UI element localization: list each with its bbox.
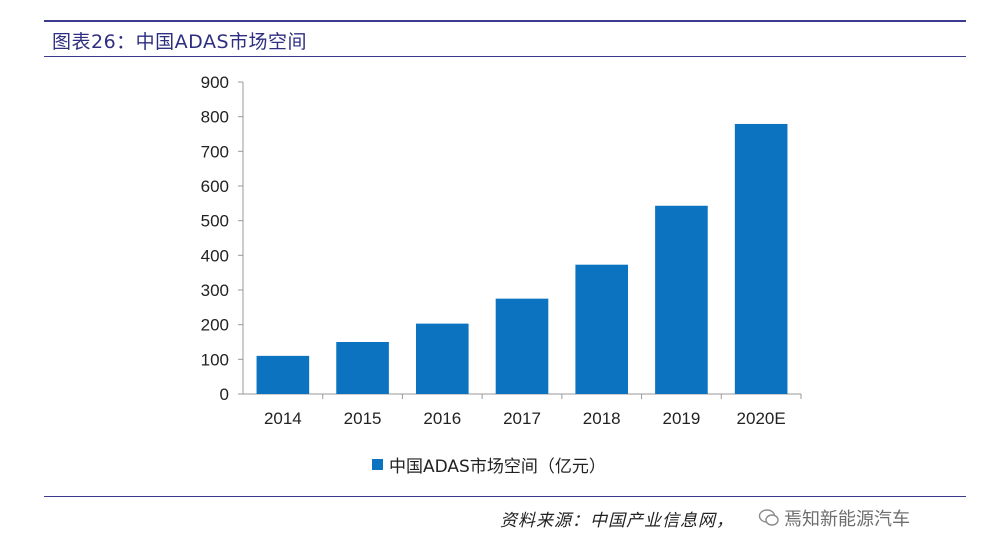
bar-chart: 0 100 200 300 400 500 600 700 800 900 2014 2015 2016… bbox=[201, 73, 802, 428]
legend-label: 中国ADAS市场空间（亿元） bbox=[389, 457, 606, 477]
title-rule bbox=[44, 56, 966, 57]
bar bbox=[415, 323, 469, 394]
bar bbox=[734, 123, 788, 395]
x-tick-label: 2019 bbox=[663, 409, 701, 428]
watermark-text: 焉知新能源汽车 bbox=[784, 509, 910, 530]
y-tick-label: 500 bbox=[201, 212, 229, 231]
x-tick-label: 2020E bbox=[737, 409, 786, 428]
bar bbox=[655, 205, 708, 394]
y-tick-label: 700 bbox=[201, 142, 229, 161]
wechat-icon bbox=[758, 509, 779, 526]
y-tick-label: 200 bbox=[201, 316, 229, 335]
legend-swatch bbox=[372, 459, 383, 470]
y-tick-label: 0 bbox=[220, 385, 229, 404]
bar bbox=[495, 298, 549, 394]
x-tick-label: 2015 bbox=[344, 409, 382, 428]
x-tick-label: 2014 bbox=[264, 409, 302, 428]
y-tick-label: 800 bbox=[201, 108, 229, 127]
figure-title: 图表26：中国ADAS市场空间 bbox=[52, 31, 308, 53]
top-rule bbox=[44, 20, 966, 22]
bar bbox=[575, 264, 629, 394]
x-tick-label: 2018 bbox=[583, 409, 621, 428]
source-note: 资料来源：中国产业信息网， bbox=[500, 511, 734, 531]
bar bbox=[336, 342, 389, 394]
y-tick-label: 600 bbox=[201, 177, 229, 196]
x-tick-label: 2017 bbox=[503, 409, 541, 428]
bar bbox=[256, 355, 310, 394]
bottom-rule bbox=[44, 496, 966, 497]
y-tick-label: 300 bbox=[201, 281, 229, 300]
y-tick-label: 400 bbox=[201, 246, 229, 265]
watermark: 焉知新能源汽车 bbox=[758, 505, 910, 531]
x-tick-label: 2016 bbox=[423, 409, 461, 428]
y-tick-label: 100 bbox=[201, 350, 229, 369]
legend: 中国ADAS市场空间（亿元） bbox=[372, 452, 606, 477]
y-tick-label: 900 bbox=[201, 73, 229, 92]
